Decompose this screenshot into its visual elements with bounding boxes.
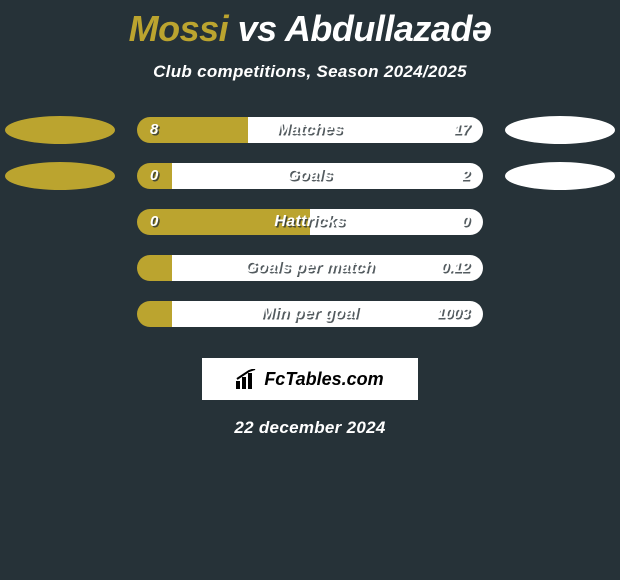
stat-value-left: 8	[150, 117, 158, 143]
player1-name: Mossi	[129, 8, 229, 49]
player2-name: Abdullazadə	[285, 8, 492, 49]
stat-row: Matches8 17	[0, 110, 620, 156]
footer-date: 22 december 2024	[0, 418, 620, 438]
stat-value-right: 17	[453, 117, 470, 143]
comparison-title: Mossi vs Abdullazadə	[0, 0, 620, 50]
stat-value-left: 0	[150, 209, 158, 235]
stat-label: Min per goal	[137, 301, 483, 327]
player2-ellipse	[505, 162, 615, 190]
stat-label: Goals per match	[137, 255, 483, 281]
stat-row: Goals0 2	[0, 156, 620, 202]
player2-ellipse	[505, 116, 615, 144]
stat-row: Hattricks0 0	[0, 202, 620, 248]
stat-label: Matches	[137, 117, 483, 143]
subtitle: Club competitions, Season 2024/2025	[0, 62, 620, 82]
attribution-box: FcTables.com	[202, 358, 418, 400]
stat-label: Goals	[137, 163, 483, 189]
stat-value-right: 0	[462, 209, 470, 235]
stat-label: Hattricks	[137, 209, 483, 235]
stat-value-right: 2	[462, 163, 470, 189]
stat-row: Min per goal1003	[0, 294, 620, 340]
stat-value-right: 0.12	[441, 255, 470, 281]
stat-row: Goals per match0.12	[0, 248, 620, 294]
player1-ellipse	[5, 116, 115, 144]
stat-rows: Matches817Goals02Hattricks00Goals per ma…	[0, 110, 620, 340]
chart-icon	[236, 369, 258, 389]
stat-value-right: 1003	[437, 301, 470, 327]
player1-ellipse	[5, 162, 115, 190]
attribution-text: FcTables.com	[264, 369, 383, 390]
stat-value-left: 0	[150, 163, 158, 189]
vs-text: vs	[238, 8, 277, 49]
